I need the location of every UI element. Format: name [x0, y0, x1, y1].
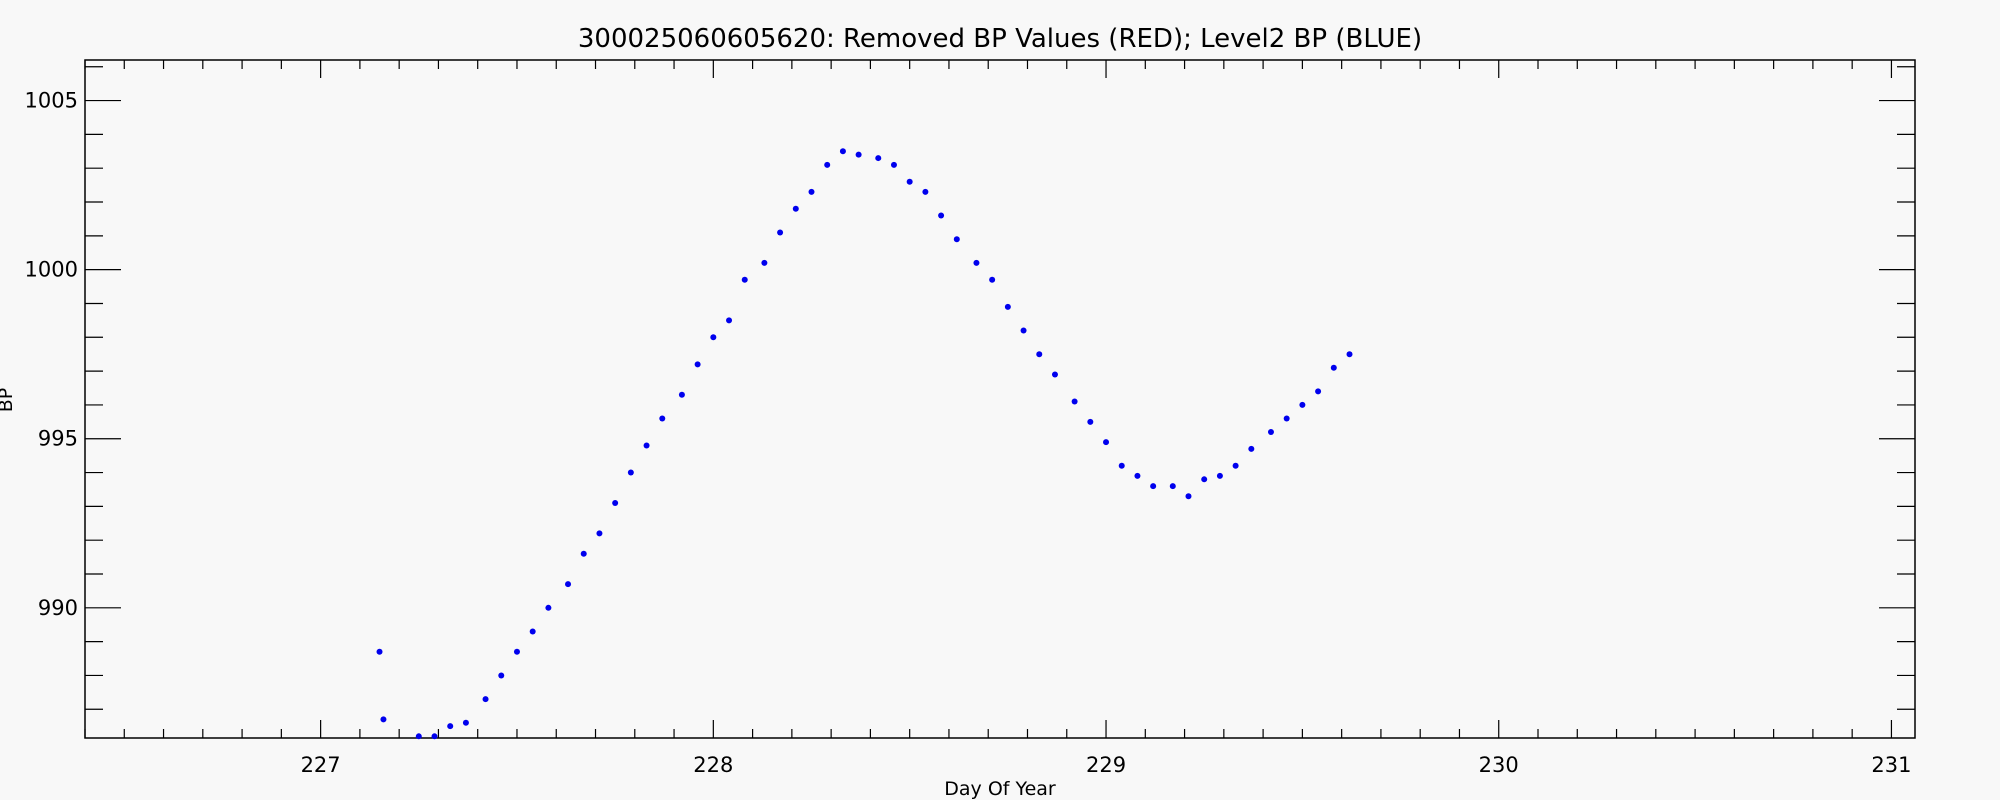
data-point [839, 148, 846, 155]
data-point [678, 391, 685, 398]
data-point [1299, 401, 1306, 408]
data-point [1051, 371, 1058, 378]
x-tick-label: 230 [1479, 753, 1519, 777]
data-point [1169, 483, 1176, 490]
data-point [989, 276, 996, 283]
data-point [1118, 462, 1125, 469]
data-point [1036, 351, 1043, 358]
tick-labels: 227 228 229 230 231 990 995 1000 1005 [25, 89, 1912, 777]
data-point [1150, 483, 1157, 490]
data-point [612, 499, 619, 506]
y-tick-label: 990 [38, 596, 78, 620]
data-point [1283, 415, 1290, 422]
data-point [1216, 472, 1223, 479]
axis-ticks [84, 60, 1915, 738]
data-point [1087, 418, 1094, 425]
data-point [1315, 388, 1322, 395]
data-point [545, 604, 552, 611]
data-point [1346, 351, 1353, 358]
data-point [792, 205, 799, 212]
data-point [741, 276, 748, 283]
data-point [922, 188, 929, 195]
data-point [376, 648, 383, 655]
y-tick-label: 995 [38, 427, 78, 451]
data-point [1020, 327, 1027, 334]
data-point [953, 236, 960, 243]
data-point [659, 415, 666, 422]
data-point [761, 259, 768, 266]
data-point [1103, 439, 1110, 446]
data-point [694, 361, 701, 368]
data-point [890, 161, 897, 168]
data-point [710, 334, 717, 341]
data-points [376, 148, 1353, 740]
data-point [462, 719, 469, 726]
data-point [875, 155, 882, 162]
data-point [1134, 472, 1141, 479]
data-point [906, 178, 913, 185]
x-axis-title: Day Of Year [944, 778, 1056, 800]
x-tick-label: 229 [1086, 753, 1126, 777]
y-tick-label: 1005 [25, 89, 78, 113]
plot-area-frame [84, 59, 1916, 739]
data-point [777, 229, 784, 236]
chart-title: 300025060605620: Removed BP Values (RED)… [578, 24, 1422, 54]
data-point [1330, 364, 1337, 371]
data-point [482, 696, 489, 703]
data-point [824, 161, 831, 168]
y-axis-title: BP [0, 388, 17, 413]
data-point [1071, 398, 1078, 405]
data-point [1267, 428, 1274, 435]
data-point [1185, 493, 1192, 500]
data-point [498, 672, 505, 679]
data-point [1248, 445, 1255, 452]
data-point [938, 212, 945, 219]
data-point [380, 716, 387, 723]
data-point [596, 530, 603, 537]
data-point [447, 723, 454, 730]
x-tick-label: 227 [301, 753, 341, 777]
y-tick-label: 1000 [25, 258, 78, 282]
data-point [415, 733, 422, 740]
data-point [580, 550, 587, 557]
data-point [1201, 476, 1208, 483]
data-point [431, 733, 438, 740]
data-point [627, 469, 634, 476]
data-point [726, 317, 733, 324]
data-point [1232, 462, 1239, 469]
data-point [643, 442, 650, 449]
data-point [973, 259, 980, 266]
data-point [1004, 303, 1011, 310]
data-point [565, 581, 572, 588]
data-point [513, 648, 520, 655]
x-tick-label: 228 [693, 753, 733, 777]
data-point [529, 628, 536, 635]
data-point [855, 151, 862, 158]
x-tick-label: 231 [1871, 753, 1911, 777]
data-point [808, 188, 815, 195]
